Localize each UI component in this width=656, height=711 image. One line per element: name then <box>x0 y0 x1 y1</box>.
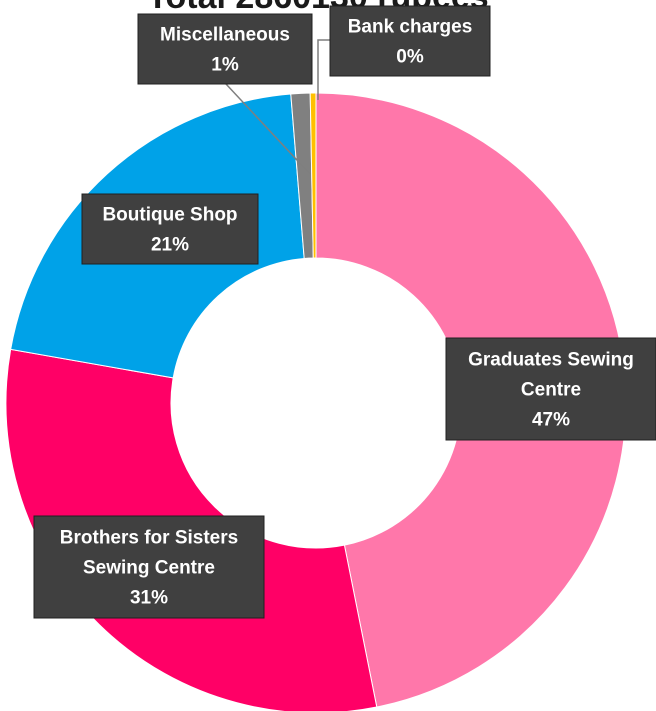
data-label-category: Centre <box>521 380 581 401</box>
data-label-box <box>137 13 313 85</box>
data-label-miscellaneous: Miscellaneous 1% <box>137 13 313 85</box>
leader-line-4 <box>317 39 330 100</box>
data-label-brothers-for-sisters-sewing-centre: Brothers for Sisters Sewing Centre 31% <box>33 515 265 619</box>
data-label-box <box>445 337 656 441</box>
data-label-value: 31% <box>130 588 168 609</box>
data-label-category: Bank charges <box>348 17 473 38</box>
data-label-bank-charges: Bank charges 0% <box>329 5 491 77</box>
data-label-value: 1% <box>211 55 239 76</box>
data-labels-layer: Graduates Sewing Centre 47% Brothers for Si… <box>33 5 656 619</box>
data-label-value: 0% <box>396 47 424 68</box>
slice-bank-charges <box>309 92 317 259</box>
data-label-graduates-sewing-centre: Graduates Sewing Centre 47% <box>445 337 656 441</box>
data-label-category: Graduates Sewing <box>468 350 634 371</box>
leader-lines-layer <box>225 39 330 175</box>
data-label-boutique-shop: Boutique Shop 21% <box>81 193 259 265</box>
data-label-value: 47% <box>532 410 570 431</box>
data-label-category: Brothers for Sisters <box>60 528 238 549</box>
data-label-box <box>33 515 265 619</box>
data-label-box <box>329 5 491 77</box>
data-label-value: 21% <box>151 235 189 256</box>
data-label-box <box>81 193 259 265</box>
data-label-category: Boutique Shop <box>102 205 237 226</box>
data-label-category: Miscellaneous <box>160 25 290 46</box>
data-label-category: Sewing Centre <box>83 558 215 579</box>
leader-line-3 <box>225 83 311 175</box>
